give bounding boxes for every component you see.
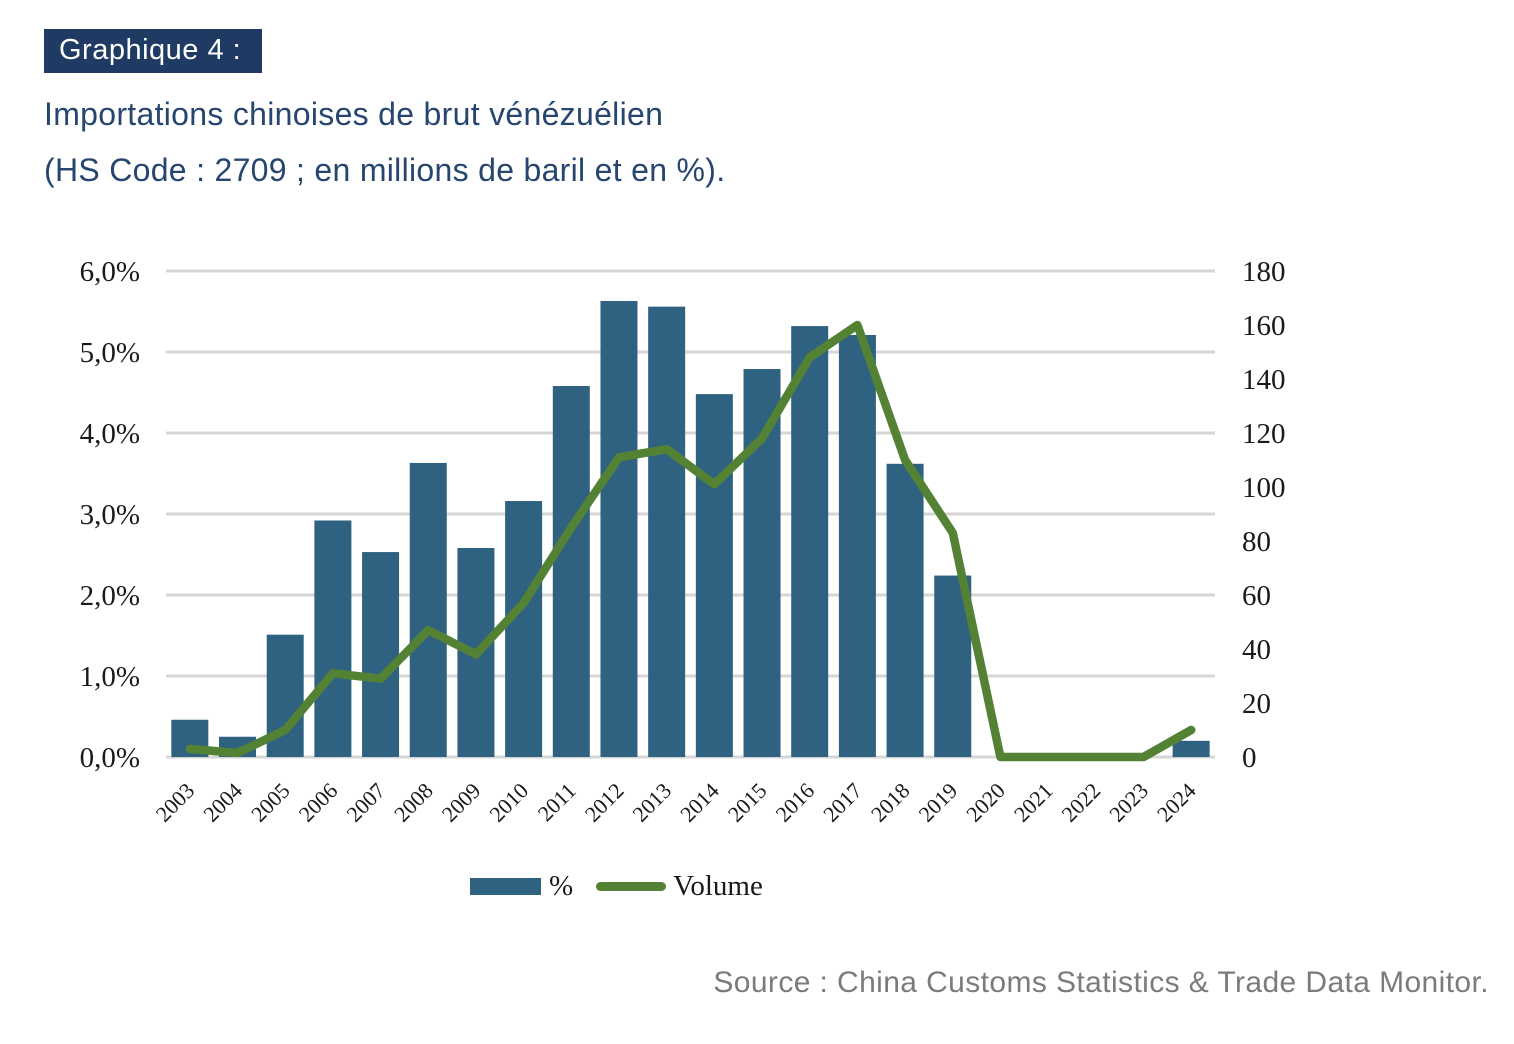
source-note: Source : China Customs Statistics & Trad… <box>713 966 1489 999</box>
right-axis-tick-label: 80 <box>1242 526 1271 558</box>
right-axis-tick-label: 160 <box>1242 310 1286 342</box>
right-axis-tick-label: 20 <box>1242 688 1271 720</box>
x-axis-tick-label: 2008 <box>389 778 438 827</box>
x-axis-tick-label: 2006 <box>294 778 343 827</box>
right-axis-tick-label: 40 <box>1242 634 1271 666</box>
right-axis-tick-label: 60 <box>1242 580 1271 612</box>
bar-2014 <box>695 394 733 757</box>
bar-2008 <box>409 462 447 757</box>
legend-line-label: Volume <box>673 869 763 902</box>
x-axis-tick-label: 2005 <box>246 778 295 827</box>
x-axis-tick-label: 2015 <box>723 778 772 827</box>
x-axis-tick-label: 2024 <box>1152 778 1201 827</box>
chart-legend: % Volume <box>470 869 763 903</box>
bar-2013 <box>648 306 686 757</box>
right-axis-tick-label: 100 <box>1242 472 1286 504</box>
left-axis-tick-label: 1,0% <box>80 661 140 693</box>
x-axis-tick-label: 2010 <box>484 778 533 827</box>
x-axis-tick-label: 2009 <box>437 778 486 827</box>
left-axis-tick-label: 3,0% <box>80 499 140 531</box>
x-axis-tick-label: 2007 <box>341 778 390 827</box>
bar-2011 <box>552 386 590 757</box>
figure-badge: Graphique 4 : <box>44 29 263 73</box>
x-axis-tick-label: 2019 <box>913 778 962 827</box>
chart-title-line2: (HS Code : 2709 ; en millions de baril e… <box>44 152 726 188</box>
bar-2007 <box>362 552 400 757</box>
bar-2015 <box>743 369 781 757</box>
bar-2006 <box>314 520 352 757</box>
x-axis-tick-label: 2022 <box>1057 778 1106 827</box>
x-axis-tick-label: 2016 <box>770 778 819 827</box>
bar-2010 <box>505 501 543 757</box>
left-axis: 6,0% 5,0% 4,0% 3,0% 2,0% 1,0% 0,0% <box>80 256 140 774</box>
x-axis-tick-label: 2023 <box>1104 778 1153 827</box>
right-axis-tick-label: 180 <box>1242 256 1286 288</box>
left-axis-tick-label: 5,0% <box>80 337 140 369</box>
x-axis-tick-label: 2020 <box>961 778 1010 827</box>
volume-line <box>185 320 1196 762</box>
legend-bar-label: % <box>549 869 574 902</box>
x-axis-tick-label: 2013 <box>627 778 676 827</box>
bar-2016 <box>791 326 829 757</box>
right-axis: 180 160 140 120 100 80 60 40 20 0 <box>1242 256 1286 774</box>
right-axis-tick-label: 140 <box>1242 364 1286 396</box>
right-axis-tick-label: 0 <box>1242 742 1257 774</box>
x-axis-tick-label: 2011 <box>533 778 581 826</box>
chart-title: Importations chinoises de brut vénézuéli… <box>44 86 725 198</box>
x-axis-tick-label: 2004 <box>198 778 247 827</box>
x-axis-tick-label: 2017 <box>818 778 867 827</box>
legend-line-swatch-icon <box>596 881 667 891</box>
left-axis-tick-label: 2,0% <box>80 580 140 612</box>
x-axis-tick-label: 2003 <box>151 778 200 827</box>
left-axis-tick-label: 4,0% <box>80 418 140 450</box>
x-axis-tick-label: 2021 <box>1009 778 1058 827</box>
bar-2018 <box>886 463 924 757</box>
right-axis-tick-label: 120 <box>1242 418 1286 450</box>
chart-title-line1: Importations chinoises de brut vénézuéli… <box>44 96 664 132</box>
x-axis-tick-label: 2012 <box>580 778 629 827</box>
left-axis-tick-label: 6,0% <box>80 256 140 288</box>
left-axis-tick-label: 0,0% <box>80 742 140 774</box>
bar-2012 <box>600 300 638 757</box>
bar-2017 <box>838 334 876 757</box>
bar-2024 <box>1172 740 1210 757</box>
x-axis-tick-label: 2018 <box>866 778 915 827</box>
legend-bar-swatch-icon <box>470 877 541 895</box>
x-axis-tick-label: 2014 <box>675 778 724 827</box>
bar-series <box>171 300 1210 757</box>
